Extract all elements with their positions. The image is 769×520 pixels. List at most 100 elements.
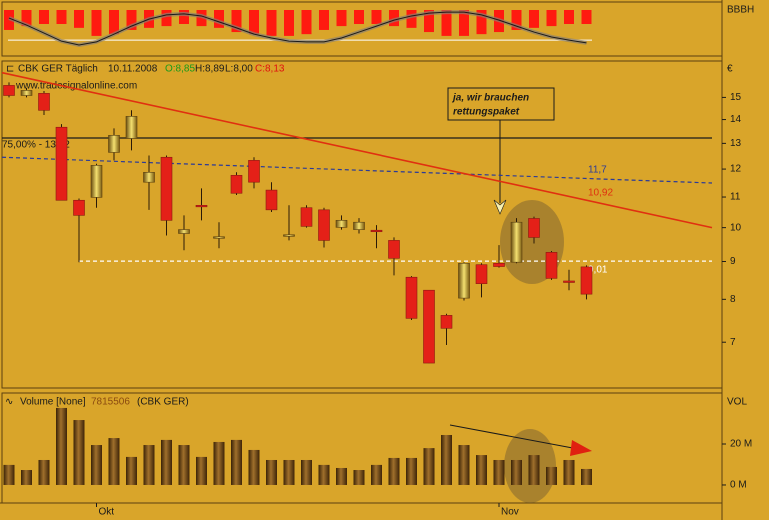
candle-body <box>90 165 103 198</box>
volume-icon: ∿ <box>5 397 13 408</box>
indicator-bar <box>564 10 574 24</box>
indicator-bar <box>231 10 242 33</box>
y-tick-label: 13 <box>730 138 742 149</box>
indicator-bar <box>91 10 102 36</box>
candle-body <box>230 174 243 194</box>
candle-body <box>545 252 558 279</box>
volume-bar <box>581 468 592 485</box>
volume-title: Volume [None] <box>20 397 86 408</box>
candle-body <box>318 209 330 241</box>
volume-bar <box>388 457 400 485</box>
candle-body <box>423 289 435 364</box>
volume-bar <box>248 449 260 485</box>
line-label: 10,92 <box>588 188 613 199</box>
volume-bar <box>266 459 277 485</box>
indicator-bar <box>336 10 347 27</box>
chart-date: 10.11.2008 <box>108 64 158 75</box>
y-tick-label: 11 <box>730 192 741 203</box>
volume-bar <box>21 470 32 485</box>
candle-body <box>300 207 313 227</box>
indicator-bar <box>249 10 259 35</box>
indicator-bar <box>371 10 382 24</box>
indicator-bar <box>284 10 294 36</box>
indicator-bar <box>511 10 522 30</box>
ohlc-label: L:8,00 <box>225 64 253 75</box>
volume-bar <box>213 441 225 485</box>
volume-bar <box>3 464 15 485</box>
candle-body <box>475 264 488 284</box>
source: www.tradesignalonline.com <box>15 81 137 92</box>
y-tick-label: 14 <box>730 114 742 125</box>
indicator-bar <box>581 10 592 24</box>
volume-bar <box>301 459 312 485</box>
x-tick-label: Nov <box>501 507 519 518</box>
indicator-bar <box>319 10 329 30</box>
indicator-bar <box>476 10 487 35</box>
candle-body <box>178 229 190 234</box>
indicator-bar <box>21 10 32 27</box>
candle-body <box>388 240 400 259</box>
indicator-bar <box>424 10 434 33</box>
volume-bar <box>336 467 347 485</box>
trend-arrow-head <box>570 440 592 456</box>
volume-bar <box>528 455 540 485</box>
volume-bar <box>143 445 155 485</box>
volume-bar <box>563 459 575 485</box>
candle-body <box>213 236 225 239</box>
volume-bar <box>196 456 207 485</box>
volume-bar <box>511 459 522 485</box>
volume-bar <box>441 434 452 485</box>
y-tick-label: 12 <box>730 164 742 175</box>
candle-body <box>353 221 365 230</box>
candle-body <box>370 229 383 233</box>
ohlc-label: O:8,85 <box>165 64 195 75</box>
line-label: 75,00% - 13,22 <box>2 140 70 151</box>
candle-body <box>528 218 540 238</box>
indicator-bar <box>546 10 557 27</box>
line-label: 11,7 <box>588 165 607 176</box>
volume-bar <box>161 439 172 485</box>
ohlc-label: H:8,89 <box>195 64 225 75</box>
candle-body <box>265 189 278 211</box>
volume-bar <box>493 459 505 485</box>
candle-body <box>55 126 68 201</box>
symbol-icon: ⊏ <box>6 64 14 75</box>
volume-bar <box>56 407 67 485</box>
y-tick-label: 20 M <box>730 439 752 450</box>
indicator-bar <box>459 10 469 36</box>
candle-body <box>563 280 575 283</box>
volume-bar <box>458 445 470 485</box>
annotation-text: ja, wir brauchen <box>451 93 529 104</box>
indicator-bar <box>301 10 312 35</box>
volume-bar <box>231 439 242 485</box>
indicator-bar <box>126 10 137 30</box>
volume-bar <box>178 445 190 485</box>
indicator-bar <box>214 10 224 28</box>
annotation-text: rettungspaket <box>453 107 520 118</box>
volume-bar <box>476 455 487 485</box>
candle-body <box>510 221 523 263</box>
candle-body <box>335 220 348 228</box>
indicator-label: BBBH <box>727 5 754 16</box>
candle-body <box>108 135 120 153</box>
indicator-bar <box>39 10 49 24</box>
candle-body <box>143 172 155 183</box>
candle-body <box>73 199 85 216</box>
arrow-head <box>493 199 507 215</box>
volume-bar <box>353 470 365 485</box>
volume-bar <box>423 448 435 485</box>
x-tick-label: Okt <box>99 507 115 518</box>
indicator-bar <box>529 10 539 28</box>
candle-body <box>38 93 50 111</box>
chart-title: CBK GER Täglich <box>18 64 98 75</box>
indicator-bar <box>74 10 84 28</box>
unit-label: € <box>727 64 733 75</box>
volume-bar <box>318 464 330 485</box>
candle-body <box>283 234 295 237</box>
volume-symbol: (CBK GER) <box>137 397 189 408</box>
candle-body <box>248 160 260 183</box>
indicator-line <box>8 11 587 46</box>
indicator-bar <box>56 10 67 24</box>
annotation-box <box>447 87 555 121</box>
